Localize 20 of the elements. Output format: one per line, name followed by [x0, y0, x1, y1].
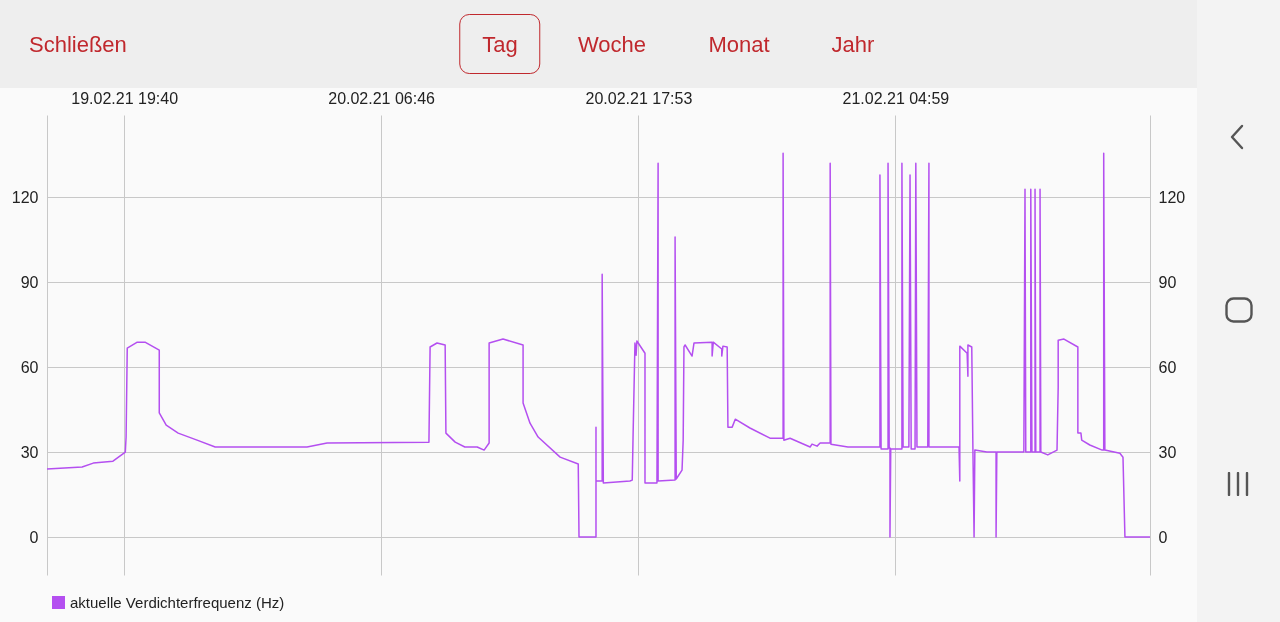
text: Schließen	[28, 31, 128, 59]
y-tick-label: 60	[20, 358, 39, 376]
y-tick-label: 90	[20, 273, 39, 291]
y2-tick-label: 120	[1158, 188, 1186, 206]
y-tick-label: 120	[11, 188, 39, 206]
x-tick-label: 20.02.21 06:46	[328, 89, 436, 107]
y2-tick-label: 90	[1158, 273, 1177, 291]
text: Tag	[459, 14, 541, 74]
y2-tick-label: 0	[1158, 528, 1168, 546]
y2-tick-label: 30	[1158, 443, 1177, 461]
y2-tick-label: 60	[1158, 358, 1177, 376]
text: Woche	[576, 31, 648, 59]
text: Jahr	[830, 31, 876, 59]
text: Monat	[707, 31, 771, 59]
x-tick-label: 19.02.21 19:40	[71, 89, 179, 107]
y-tick-label: 0	[29, 528, 39, 546]
y-tick-label: 30	[20, 443, 39, 461]
legend-label: aktuelle Verdichterfrequenz (Hz)	[70, 593, 285, 611]
x-tick-label: 21.02.21 04:59	[842, 89, 950, 107]
x-tick-label: 20.02.21 17:53	[585, 89, 693, 107]
